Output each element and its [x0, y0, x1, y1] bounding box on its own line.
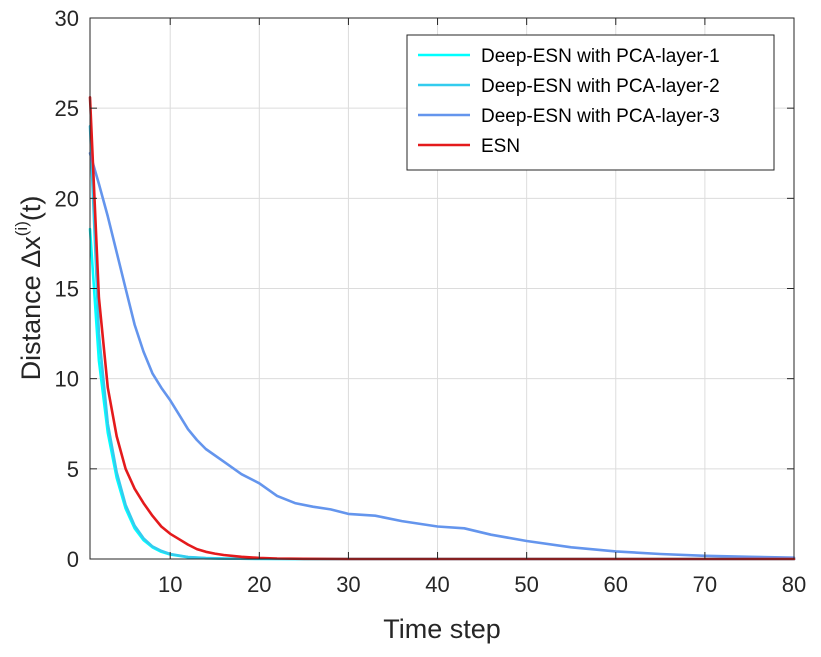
legend-label-2: Deep-ESN with PCA-layer-2 [481, 76, 720, 97]
y-tick-label: 30 [55, 6, 79, 31]
y-tick-label: 20 [55, 186, 79, 211]
y-axis-label-superscript: (i) [12, 221, 31, 236]
legend-label-3: Deep-ESN with PCA-layer-3 [481, 106, 720, 127]
x-axis-label: Time step [383, 614, 501, 644]
tick-labels: 10 20 30 40 50 60 70 80 0 5 10 15 20 25 30 [55, 6, 807, 597]
legend-label-1: Deep-ESN with PCA-layer-1 [481, 46, 720, 67]
y-axis-label-suffix: (t) [16, 196, 46, 221]
x-tick-label: 20 [247, 572, 271, 597]
x-tick-label: 60 [604, 572, 628, 597]
y-tick-label: 0 [67, 547, 79, 572]
legend-label-4: ESN [481, 136, 520, 157]
x-tick-label: 40 [425, 572, 449, 597]
x-tick-label: 50 [514, 572, 538, 597]
y-tick-label: 15 [55, 277, 79, 302]
legend-box [406, 34, 775, 171]
x-tick-label: 30 [336, 572, 360, 597]
legend: Deep-ESN with PCA-layer-1 Deep-ESN with P… [406, 34, 775, 171]
series-line-3 [88, 152, 796, 560]
y-tick-label: 25 [55, 96, 79, 121]
y-tick-label: 10 [55, 367, 79, 392]
x-tick-label: 80 [782, 572, 806, 597]
x-tick-label: 10 [158, 572, 182, 597]
x-tick-label: 70 [693, 572, 717, 597]
y-axis-label-main: Distance Δx [16, 236, 46, 381]
axis-ticks [90, 17, 795, 560]
y-tick-label: 5 [67, 457, 79, 482]
y-axis-label: Distance Δx(i)(t) [12, 196, 46, 381]
